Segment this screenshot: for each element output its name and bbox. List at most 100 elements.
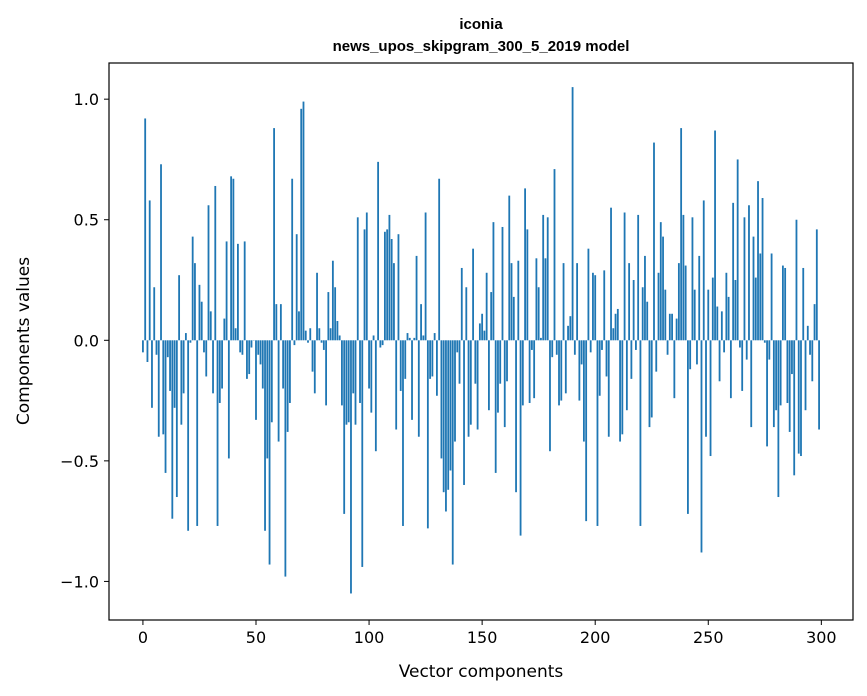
bar-256 (720, 311, 723, 341)
bar-78 (318, 328, 321, 341)
bar-87 (338, 335, 341, 341)
bar-110 (390, 239, 393, 341)
y-tick-label-1: −0.5 (60, 452, 99, 471)
bar-147 (474, 340, 477, 384)
bar-193 (578, 340, 581, 401)
bar-289 (795, 219, 798, 341)
bar-276 (766, 340, 768, 447)
bar-6 (155, 340, 158, 355)
bar-290 (797, 340, 800, 454)
bar-150 (481, 313, 484, 341)
bar-271 (754, 277, 757, 341)
bar-233 (668, 313, 671, 341)
x-tick-label-5: 250 (693, 628, 724, 647)
bar-291 (800, 340, 802, 457)
bar-212 (621, 340, 624, 435)
bar-216 (630, 340, 633, 379)
bar-71 (302, 101, 305, 341)
bar-9 (162, 340, 165, 435)
bar-15 (175, 340, 178, 498)
bar-109 (388, 214, 391, 341)
x-tick-label-0: 0 (138, 628, 148, 647)
bar-262 (734, 280, 737, 341)
bars-group (142, 87, 820, 594)
y-tick-label-2: 0.0 (74, 331, 99, 350)
bar-51 (257, 340, 260, 355)
bar-297 (813, 304, 816, 341)
bar-50 (255, 340, 257, 420)
bar-241 (687, 340, 689, 514)
bar-58 (273, 128, 275, 341)
bar-35 (221, 340, 223, 389)
bar-188 (567, 325, 569, 341)
bar-129 (433, 333, 436, 341)
bar-298 (815, 229, 818, 341)
bar-231 (664, 289, 667, 341)
bar-133 (442, 340, 445, 493)
bar-192 (576, 263, 579, 341)
bar-39 (230, 176, 233, 341)
bar-32 (214, 185, 217, 341)
bar-263 (736, 159, 739, 341)
bar-69 (298, 311, 300, 341)
bar-121 (415, 255, 418, 341)
bar-1 (144, 118, 147, 341)
bar-215 (628, 263, 631, 341)
bar-90 (345, 340, 348, 425)
bar-223 (646, 301, 649, 341)
bar-234 (671, 313, 673, 341)
bar-156 (494, 340, 497, 473)
bar-144 (467, 340, 470, 437)
x-tick-label-6: 300 (806, 628, 837, 647)
bar-169 (524, 188, 526, 341)
bar-200 (594, 275, 597, 341)
bar-237 (677, 263, 680, 341)
bar-47 (248, 340, 251, 375)
x-tick-label-1: 50 (246, 628, 266, 647)
bar-148 (476, 340, 479, 430)
bar-178 (544, 258, 547, 341)
bar-100 (368, 340, 370, 389)
bar-163 (510, 263, 513, 341)
bar-74 (309, 328, 312, 341)
bar-115 (402, 340, 404, 526)
bar-48 (250, 340, 253, 348)
bar-272 (757, 181, 759, 341)
bar-265 (741, 340, 744, 391)
bar-143 (465, 287, 468, 341)
x-axis-label: Vector components (399, 662, 564, 682)
bar-157 (497, 340, 499, 413)
bar-22 (191, 236, 194, 341)
y-axis-label: Components values (14, 257, 34, 425)
bar-126 (426, 340, 429, 529)
bar-229 (659, 222, 662, 341)
bar-264 (739, 340, 741, 348)
bar-292 (802, 267, 805, 341)
bar-238 (680, 128, 683, 341)
bar-286 (788, 340, 791, 432)
bar-45 (243, 241, 246, 341)
bar-114 (399, 340, 402, 391)
bar-116 (404, 340, 407, 379)
bar-183 (555, 340, 558, 355)
bar-206 (607, 340, 610, 437)
bar-172 (530, 340, 533, 350)
bar-266 (743, 217, 746, 341)
bar-277 (768, 340, 771, 360)
x-tick-label-2: 100 (354, 628, 385, 647)
bar-138 (454, 340, 456, 442)
bar-54 (264, 340, 266, 531)
bar-261 (732, 202, 735, 341)
bar-43 (239, 340, 242, 353)
bar-258 (725, 272, 728, 341)
bar-299 (818, 340, 820, 430)
bar-11 (166, 340, 169, 358)
bar-235 (673, 340, 676, 399)
bar-174 (535, 258, 538, 341)
bar-118 (408, 337, 411, 341)
bar-173 (533, 340, 536, 399)
bar-4 (151, 340, 153, 408)
bar-176 (540, 337, 542, 341)
bar-61 (279, 304, 282, 341)
bar-134 (445, 340, 447, 512)
